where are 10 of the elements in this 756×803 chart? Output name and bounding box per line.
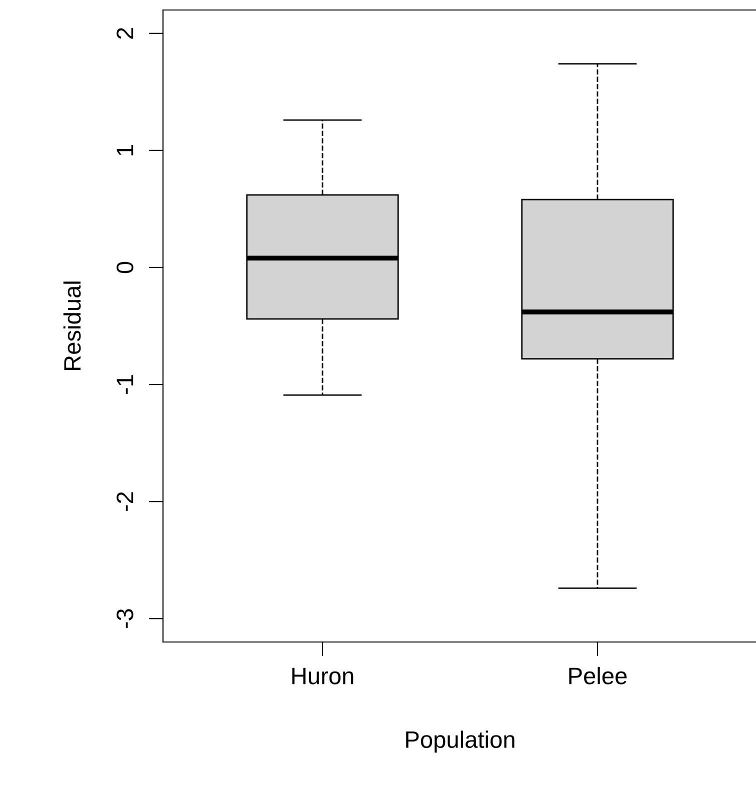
x-tick-label: Huron (292, 668, 354, 684)
y-tick-label: -1 (116, 375, 134, 394)
y-tick-label: 0 (116, 262, 134, 274)
y-tick-label: -3 (116, 609, 134, 628)
x-tick-label: Pelee (569, 667, 627, 684)
y-tick-label: 2 (116, 28, 134, 39)
y-tick-label: 1 (116, 145, 134, 156)
x-axis-title: Population (406, 730, 514, 753)
y-axis-title: Residual (63, 282, 81, 370)
y-tick-label: -2 (116, 492, 134, 512)
